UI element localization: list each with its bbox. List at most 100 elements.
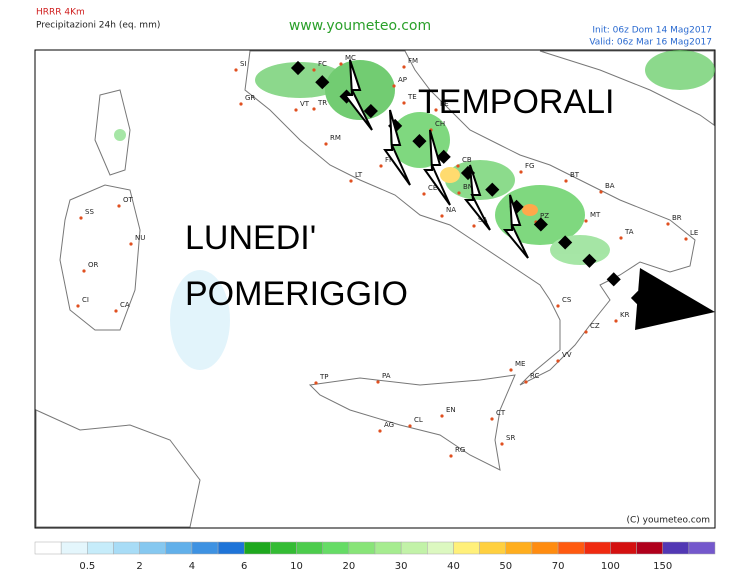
legend-swatch xyxy=(479,541,507,555)
city-dot xyxy=(440,414,444,418)
legend-swatch xyxy=(427,541,454,555)
city-label: LE xyxy=(690,229,698,237)
city-label: CT xyxy=(496,409,506,417)
city-dot xyxy=(402,101,406,105)
city-label: BT xyxy=(570,171,580,179)
city-label: TE xyxy=(407,93,417,101)
city-dot xyxy=(234,68,238,72)
city-dot xyxy=(564,179,568,183)
city-dot xyxy=(239,102,243,106)
city-label: SI xyxy=(240,60,247,68)
city-dot xyxy=(472,224,476,228)
legend-swatch xyxy=(60,541,88,555)
legend-label: 150 xyxy=(653,561,672,572)
city-label: ME xyxy=(515,360,525,368)
city-label: CS xyxy=(562,296,572,304)
legend-swatch xyxy=(322,541,350,555)
city-label: BA xyxy=(605,182,615,190)
city-label: FR xyxy=(385,156,394,164)
city-label: PA xyxy=(382,372,391,380)
city-label: PZ xyxy=(540,212,549,220)
city-label: CA xyxy=(120,301,130,309)
storms-label: TEMPORALI xyxy=(418,83,614,121)
city-label: RC xyxy=(530,372,540,380)
legend-label: 30 xyxy=(395,561,408,572)
legend-swatch xyxy=(531,541,559,555)
city-dot xyxy=(117,204,121,208)
legend-swatch xyxy=(191,541,219,555)
city-label: EN xyxy=(446,406,456,414)
city-label: FC xyxy=(318,60,327,68)
city-label: CZ xyxy=(590,322,600,330)
city-dot xyxy=(556,359,560,363)
city-dot xyxy=(434,108,438,112)
city-dot xyxy=(599,190,603,194)
city-dot xyxy=(509,368,513,372)
city-dot xyxy=(614,319,618,323)
track-dot xyxy=(485,182,500,197)
model-label: HRRR 4Km xyxy=(36,8,85,18)
city-label: CL xyxy=(414,416,423,424)
legend-label: 4 xyxy=(189,561,195,572)
city-labels: SI FC MC FM AP GR VT TR TE PE RM CH FR CB FG LT CE BN BT BA… xyxy=(76,54,698,458)
city-dot xyxy=(584,330,588,334)
city-dot xyxy=(339,62,343,66)
city-dot xyxy=(76,304,80,308)
track-dot xyxy=(606,272,621,287)
copyright: (C) youmeteo.com xyxy=(626,516,710,526)
legend-swatch xyxy=(400,541,428,555)
city-label: KR xyxy=(620,311,630,319)
city-label: NA xyxy=(446,206,456,214)
city-label: LT xyxy=(355,171,363,179)
city-label: BN xyxy=(463,183,473,191)
city-label: PE xyxy=(440,100,449,108)
track-dot xyxy=(582,253,597,268)
city-dot xyxy=(312,107,316,111)
legend-swatch xyxy=(165,541,193,555)
city-dot xyxy=(666,222,670,226)
city-dot xyxy=(408,424,412,428)
init-label: Init: 06z Dom 14 Mag2017 xyxy=(592,26,712,36)
storm-track xyxy=(290,60,646,306)
legend-label: 0.5 xyxy=(79,561,95,572)
legend-swatch xyxy=(610,541,637,555)
city-label: TA xyxy=(624,228,634,236)
city-dot xyxy=(422,192,426,196)
track-dot xyxy=(363,103,378,119)
legend-swatch xyxy=(453,541,480,555)
city-dot xyxy=(619,236,623,240)
track-dot xyxy=(436,149,451,164)
track-dot xyxy=(412,134,427,149)
city-dot xyxy=(684,237,688,241)
city-label: SR xyxy=(506,434,515,442)
city-label: VT xyxy=(300,100,310,108)
valid-label: Valid: 06z Mar 16 Mag2017 xyxy=(589,38,712,48)
map: SI FC MC FM AP GR VT TR TE PE RM CH FR CB FG LT CE BN BT BA… xyxy=(34,49,716,529)
city-dot xyxy=(402,65,406,69)
product-label: Precipitazioni 24h (eq. mm) xyxy=(36,21,160,31)
city-dot xyxy=(392,84,396,88)
city-dot xyxy=(449,454,453,458)
city-dot xyxy=(324,142,328,146)
city-dot xyxy=(314,381,318,385)
legend-swatch xyxy=(87,541,114,555)
city-dot xyxy=(349,179,353,183)
city-dot xyxy=(82,269,86,273)
site-label: www.youmeteo.com xyxy=(289,18,431,34)
city-dot xyxy=(440,214,444,218)
track-dot xyxy=(315,75,330,90)
city-dot xyxy=(556,304,560,308)
city-label: CB xyxy=(462,156,472,164)
legend-label: 20 xyxy=(342,561,355,572)
city-dot xyxy=(129,242,133,246)
city-dot xyxy=(584,219,588,223)
legend-swatch xyxy=(688,541,716,555)
legend-swatch xyxy=(662,541,690,555)
city-dot xyxy=(500,442,504,446)
legend-swatch xyxy=(583,541,611,555)
time-label: POMERIGGIO xyxy=(185,275,408,313)
city-dot xyxy=(456,164,460,168)
legend-swatch xyxy=(296,541,323,555)
city-label: NU xyxy=(135,234,145,242)
